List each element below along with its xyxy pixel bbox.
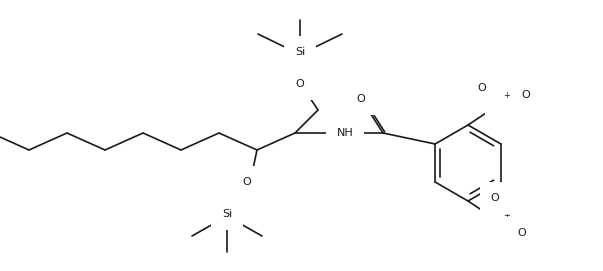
Text: O: O: [517, 228, 526, 238]
Text: Si: Si: [295, 47, 305, 57]
Text: +: +: [504, 92, 510, 101]
Text: O: O: [491, 193, 499, 203]
Text: N: N: [496, 218, 504, 228]
Text: −: −: [524, 231, 532, 241]
Text: O: O: [478, 83, 487, 93]
Text: N: N: [496, 98, 504, 108]
Text: Si: Si: [222, 209, 232, 219]
Text: O: O: [242, 177, 251, 187]
Text: +: +: [504, 211, 510, 220]
Text: O: O: [356, 94, 365, 104]
Text: O: O: [522, 90, 531, 100]
Text: O: O: [295, 79, 305, 89]
Text: NH: NH: [336, 128, 353, 138]
Text: −: −: [473, 78, 481, 88]
